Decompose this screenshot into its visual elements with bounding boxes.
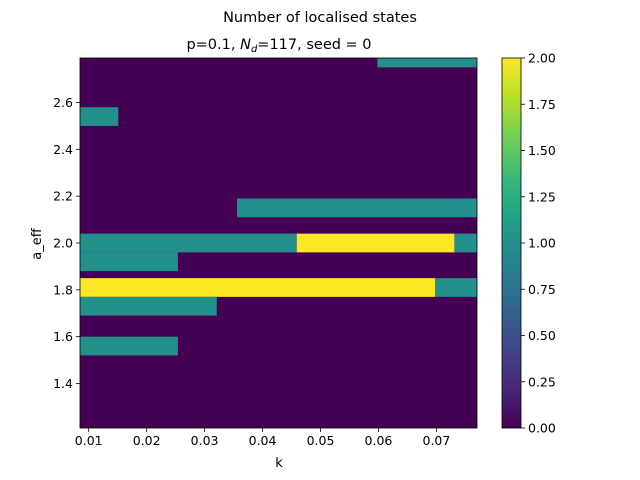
colorbar: 0.00 0.25 0.50 0.75 1.00 1.25 1.50 1.75 2.00	[501, 51, 556, 436]
x-tick-label: 0.04	[249, 433, 277, 448]
x-tick-label: 0.07	[423, 433, 451, 448]
colorbar-tick-label: 1.25	[528, 189, 556, 204]
heatmap-cell	[80, 278, 436, 297]
x-tick-label: 0.06	[365, 433, 393, 448]
heatmap-cell	[237, 198, 477, 218]
x-axis-label: k	[275, 456, 283, 471]
heatmap-cell	[80, 336, 178, 356]
heatmap-cell	[296, 233, 455, 253]
y-axis-label: a_eff	[30, 227, 45, 259]
y-axis: 1.4 1.6 1.8 2.0 2.2 2.4 2.6	[53, 95, 80, 391]
y-tick-label: 2.4	[53, 142, 73, 157]
y-tick-label: 1.6	[53, 329, 73, 344]
x-tick-label: 0.01	[75, 433, 103, 448]
colorbar-tick-label: 1.50	[528, 143, 556, 158]
x-tick-label: 0.02	[133, 433, 161, 448]
y-tick-label: 2.0	[53, 236, 73, 251]
colorbar-gradient	[501, 57, 522, 429]
colorbar-tick-label: 0.00	[528, 421, 556, 436]
colorbar-tick-label: 2.00	[528, 51, 556, 66]
x-tick-label: 0.03	[191, 433, 219, 448]
colorbar-tick-label: 1.00	[528, 236, 556, 251]
colorbar-tick-label: 0.25	[528, 374, 556, 389]
colorbar-tick-label: 0.50	[528, 328, 556, 343]
heatmap-cell	[377, 58, 477, 68]
heatmap-cell	[80, 233, 297, 253]
plot-area	[79, 57, 478, 429]
heatmap-cell	[80, 107, 119, 126]
y-tick-label: 1.4	[53, 376, 73, 391]
y-tick-label: 2.6	[53, 95, 73, 110]
heatmap-cell	[80, 296, 217, 316]
chart-subtitle: p=0.1, Nd=117, seed = 0	[186, 37, 371, 55]
heatmap-cell	[435, 278, 477, 297]
chart-title: Number of localised states	[223, 10, 417, 26]
y-tick-label: 2.2	[53, 189, 73, 204]
y-tick-label: 1.8	[53, 282, 73, 297]
colorbar-tick-label: 0.75	[528, 282, 556, 297]
heatmap-cell	[454, 233, 477, 253]
x-tick-label: 0.05	[307, 433, 335, 448]
x-axis: 0.01 0.02 0.03 0.04 0.05 0.06 0.07	[75, 428, 451, 448]
heatmap-cell	[80, 252, 178, 272]
colorbar-tick-label: 1.75	[528, 97, 556, 112]
